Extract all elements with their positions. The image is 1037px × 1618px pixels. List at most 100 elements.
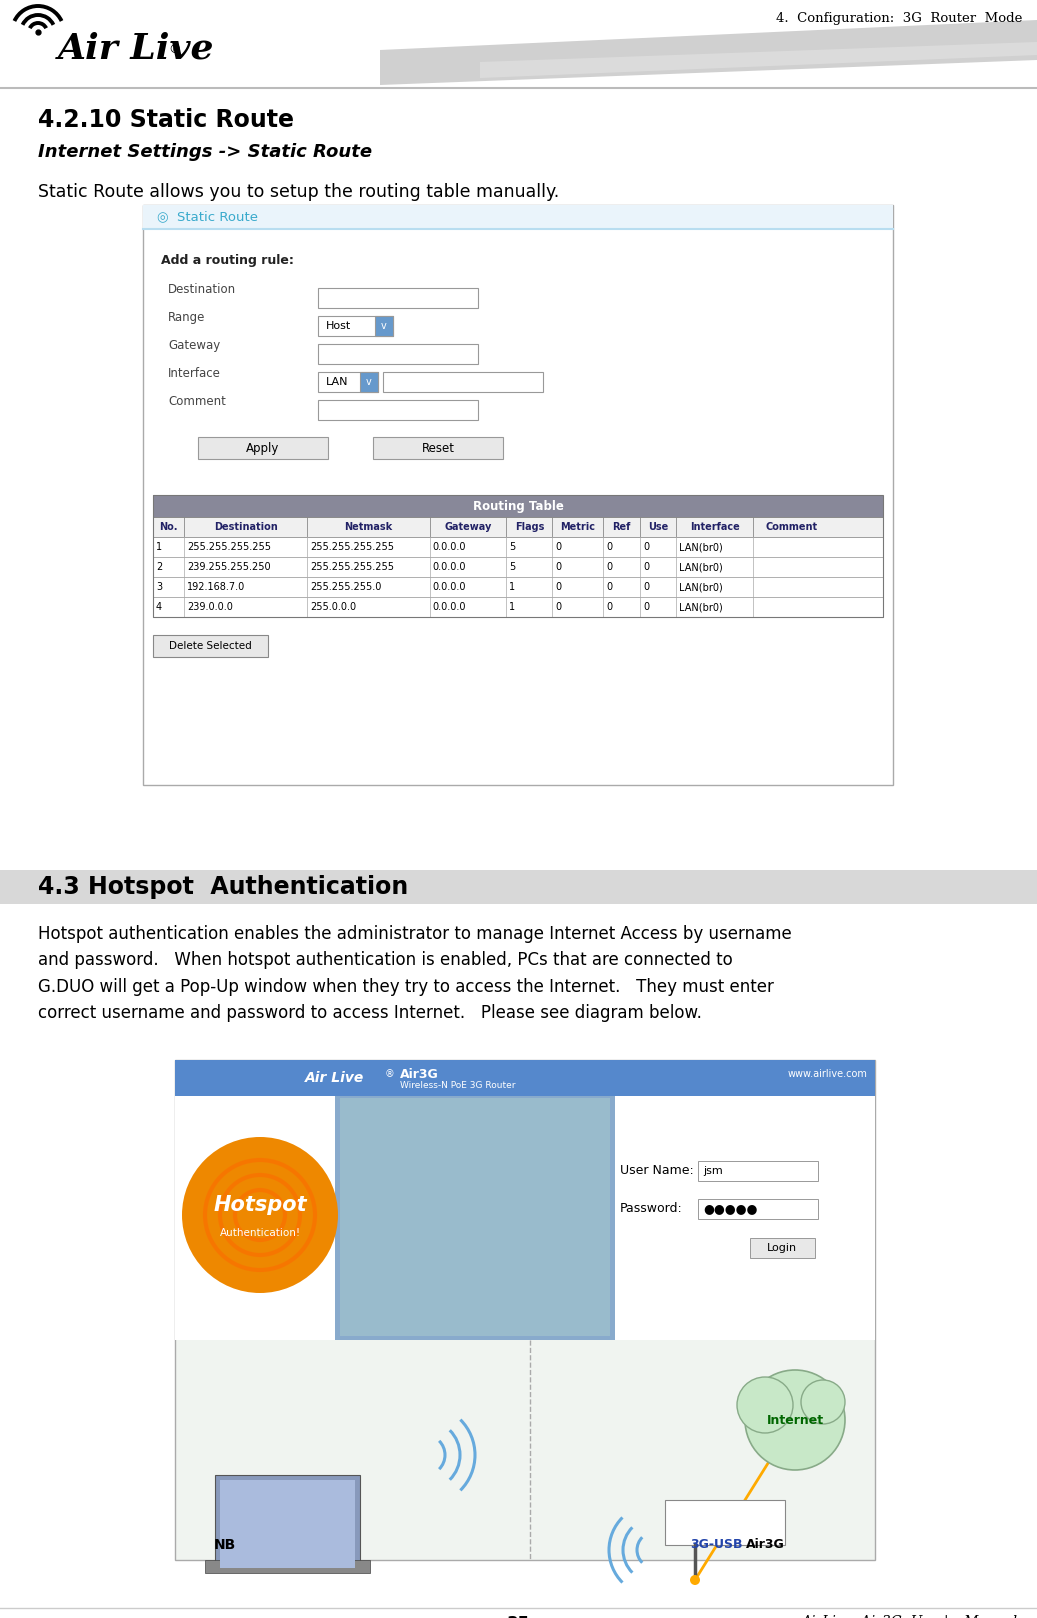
Text: Reset: Reset	[421, 442, 454, 455]
Text: 3G-USB: 3G-USB	[690, 1539, 742, 1552]
Text: 4.2.10 Static Route: 4.2.10 Static Route	[38, 108, 295, 133]
Bar	[153, 495, 882, 518]
Text: 0: 0	[607, 602, 613, 612]
Circle shape	[801, 1380, 845, 1424]
Circle shape	[183, 1137, 338, 1293]
Text: 4: 4	[156, 602, 162, 612]
Bar	[360, 372, 379, 392]
Bar	[318, 345, 478, 364]
Text: No.: No.	[160, 523, 178, 532]
Text: Comment: Comment	[765, 523, 817, 532]
Text: jsm: jsm	[703, 1167, 723, 1176]
Text: 0: 0	[643, 561, 649, 573]
Bar	[175, 1060, 875, 1340]
Text: 0.0.0.0: 0.0.0.0	[432, 602, 467, 612]
Bar	[153, 578, 882, 597]
Text: Authentication!: Authentication!	[220, 1228, 301, 1238]
Text: ◎  Static Route: ◎ Static Route	[157, 210, 258, 223]
Text: 255.255.255.255: 255.255.255.255	[310, 561, 394, 573]
Text: Host: Host	[326, 320, 352, 332]
Text: 3: 3	[156, 582, 162, 592]
Text: 0: 0	[607, 561, 613, 573]
Text: Interface: Interface	[168, 367, 221, 380]
Bar	[698, 1162, 818, 1181]
Bar	[665, 1500, 785, 1545]
Text: 0: 0	[607, 582, 613, 592]
Text: 0: 0	[643, 602, 649, 612]
Text: 0: 0	[555, 582, 561, 592]
Bar	[198, 437, 328, 460]
Text: Gateway: Gateway	[444, 523, 492, 532]
Text: Hotspot: Hotspot	[214, 1196, 307, 1215]
Text: Ref: Ref	[613, 523, 630, 532]
Bar	[383, 372, 543, 392]
Text: 0: 0	[643, 542, 649, 552]
Text: 255.255.255.255: 255.255.255.255	[188, 542, 272, 552]
Text: Apply: Apply	[247, 442, 280, 455]
Text: NB: NB	[214, 1539, 236, 1552]
Text: ®: ®	[168, 44, 180, 57]
Text: 0: 0	[555, 542, 561, 552]
Text: Add a routing rule:: Add a routing rule:	[161, 254, 293, 267]
Bar	[153, 518, 882, 537]
Text: LAN(br0): LAN(br0)	[679, 542, 723, 552]
Bar	[153, 557, 882, 578]
Text: 4.  Configuration:  3G  Router  Mode: 4. Configuration: 3G Router Mode	[776, 11, 1022, 24]
Text: Air Live: Air Live	[58, 31, 215, 65]
Text: 0: 0	[607, 542, 613, 552]
Bar	[335, 1095, 615, 1340]
Bar	[153, 495, 882, 616]
Text: 35: 35	[507, 1615, 530, 1618]
Bar	[0, 870, 1037, 904]
Text: Air Live: Air Live	[305, 1071, 364, 1086]
Bar	[750, 1238, 815, 1259]
Text: 4.3 Hotspot  Authentication: 4.3 Hotspot Authentication	[38, 875, 409, 900]
Bar	[318, 400, 478, 421]
Text: Destination: Destination	[214, 523, 278, 532]
Text: Metric: Metric	[560, 523, 595, 532]
Bar	[318, 288, 478, 307]
Bar	[375, 316, 393, 337]
Text: 255.255.255.255: 255.255.255.255	[310, 542, 394, 552]
Text: Hotspot authentication enables the administrator to manage Internet Access by us: Hotspot authentication enables the admin…	[38, 925, 792, 1023]
Bar	[373, 437, 503, 460]
Text: 255.0.0.0: 255.0.0.0	[310, 602, 356, 612]
Text: Gateway: Gateway	[168, 338, 220, 351]
Text: v: v	[366, 377, 372, 387]
Text: 0.0.0.0: 0.0.0.0	[432, 542, 467, 552]
Bar	[143, 205, 893, 785]
Text: v: v	[382, 320, 387, 332]
Text: Static Route allows you to setup the routing table manually.: Static Route allows you to setup the rou…	[38, 183, 559, 201]
Bar	[215, 1476, 360, 1569]
Text: LAN(br0): LAN(br0)	[679, 582, 723, 592]
Text: Air3G: Air3G	[746, 1539, 784, 1552]
Bar	[205, 1560, 370, 1573]
Bar	[153, 537, 882, 557]
Text: 255.255.255.0: 255.255.255.0	[310, 582, 382, 592]
Text: 239.0.0.0: 239.0.0.0	[188, 602, 233, 612]
Polygon shape	[380, 19, 1037, 86]
Text: Internet Settings -> Static Route: Internet Settings -> Static Route	[38, 142, 372, 162]
Text: Comment: Comment	[168, 395, 226, 408]
Text: Use: Use	[648, 523, 668, 532]
Text: Interface: Interface	[690, 523, 739, 532]
Bar	[220, 1480, 355, 1568]
Text: 0: 0	[555, 602, 561, 612]
Bar	[340, 1099, 610, 1336]
Polygon shape	[480, 42, 1037, 78]
Text: 192.168.7.0: 192.168.7.0	[188, 582, 246, 592]
Text: User Name:: User Name:	[620, 1163, 694, 1176]
Text: Login: Login	[767, 1243, 797, 1252]
Bar	[153, 597, 882, 616]
Circle shape	[737, 1377, 793, 1434]
Text: 0: 0	[555, 561, 561, 573]
Bar	[143, 205, 893, 230]
Bar	[318, 316, 393, 337]
Text: ●●●●●: ●●●●●	[703, 1202, 757, 1215]
Text: 0: 0	[643, 582, 649, 592]
Text: Wireless-N PoE 3G Router: Wireless-N PoE 3G Router	[400, 1081, 515, 1091]
Text: Password:: Password:	[620, 1202, 682, 1215]
Text: 5: 5	[509, 542, 515, 552]
Text: Range: Range	[168, 311, 205, 324]
Bar	[175, 1060, 875, 1560]
